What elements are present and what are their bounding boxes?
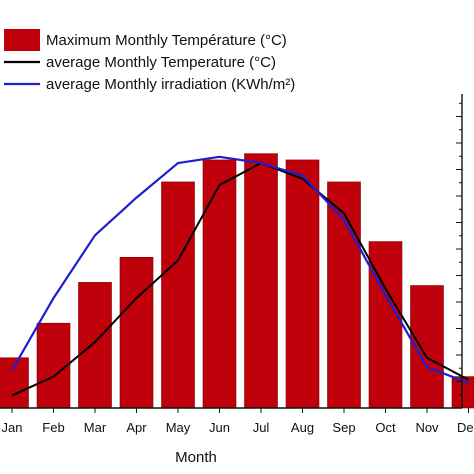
- bar-sep: [327, 181, 361, 409]
- x-tick-label-nov: Nov: [415, 420, 439, 435]
- bar-jul: [244, 153, 278, 409]
- x-tick-label-may: May: [166, 420, 191, 435]
- plot-area: [0, 153, 474, 409]
- x-tick-label-oct: Oct: [375, 420, 396, 435]
- bar-feb: [36, 322, 71, 409]
- legend-swatch-max-temp: [4, 29, 40, 51]
- avg-temperature-line: [11, 162, 469, 397]
- avg-irradiation-line: [11, 155, 469, 384]
- x-axis: Jan Feb Mar Apr May Jun Jul Aug Sep Oct Nov Dec: [0, 407, 474, 435]
- x-tick-label-apr: Apr: [126, 420, 147, 435]
- legend-label-avg-temp: average Monthly Temperature (°C): [46, 54, 276, 71]
- legend: Maximum Monthly Température (°C) average …: [4, 29, 295, 93]
- x-tick-label-jun: Jun: [209, 420, 230, 435]
- bar-aug: [285, 159, 320, 409]
- legend-label-irradiation: average Monthly irradiation (KWh/m²): [46, 76, 295, 93]
- legend-label-max-temp: Maximum Monthly Température (°C): [46, 32, 287, 49]
- bar-may: [161, 181, 195, 409]
- x-tick-label-jan: Jan: [2, 420, 23, 435]
- bar-jun: [202, 159, 237, 409]
- x-tick-label-jul: Jul: [253, 420, 270, 435]
- bar-apr: [119, 256, 154, 409]
- x-tick-label-sep: Sep: [332, 420, 355, 435]
- bar-mar: [78, 282, 112, 409]
- x-tick-label-aug: Aug: [291, 420, 314, 435]
- x-tick-label-dec: Dec: [457, 420, 474, 435]
- x-tick-label-feb: Feb: [42, 420, 64, 435]
- x-axis-title: Month: [175, 449, 217, 466]
- y-axis-right: [456, 94, 463, 409]
- x-tick-label-mar: Mar: [84, 420, 107, 435]
